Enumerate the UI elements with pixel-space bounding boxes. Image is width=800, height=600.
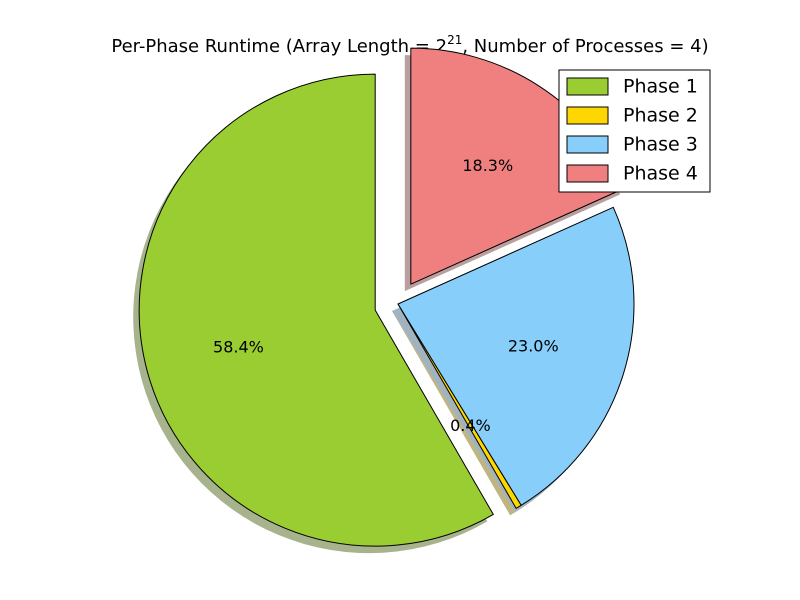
pct-label-phase-3: 23.0%	[508, 336, 559, 355]
percentage-labels: 58.4% 0.4% 23.0% 18.3%	[213, 156, 559, 435]
legend-label-phase-2: Phase 2	[623, 105, 698, 127]
shadow-phase-2	[392, 311, 516, 516]
pct-label-phase-1: 58.4%	[213, 337, 264, 356]
chart-title-suffix: , Number of Processes = 4)	[462, 36, 708, 57]
legend-label-phase-1: Phase 1	[623, 76, 698, 98]
legend-label-phase-4: Phase 4	[623, 163, 698, 185]
legend-swatch-phase-3	[566, 135, 609, 154]
legend-label-phase-3: Phase 3	[623, 134, 698, 156]
legend-swatch-phase-1	[566, 77, 609, 96]
chart-title-superscript: 21	[447, 33, 462, 47]
legend-swatch-phase-2	[566, 106, 609, 125]
chart-title: Per-Phase Runtime (Array Length = 221, N…	[111, 33, 708, 57]
legend-swatch-phase-4	[566, 164, 609, 183]
pct-label-phase-4: 18.3%	[462, 156, 513, 175]
slice-phase-1	[138, 73, 494, 547]
chart-title-prefix: Per-Phase Runtime (Array Length = 2	[111, 36, 447, 57]
pct-label-phase-2: 0.4%	[450, 416, 491, 435]
legend: Phase 1 Phase 2 Phase 3 Phase 4	[558, 69, 711, 193]
slice-phase-3	[397, 206, 635, 506]
